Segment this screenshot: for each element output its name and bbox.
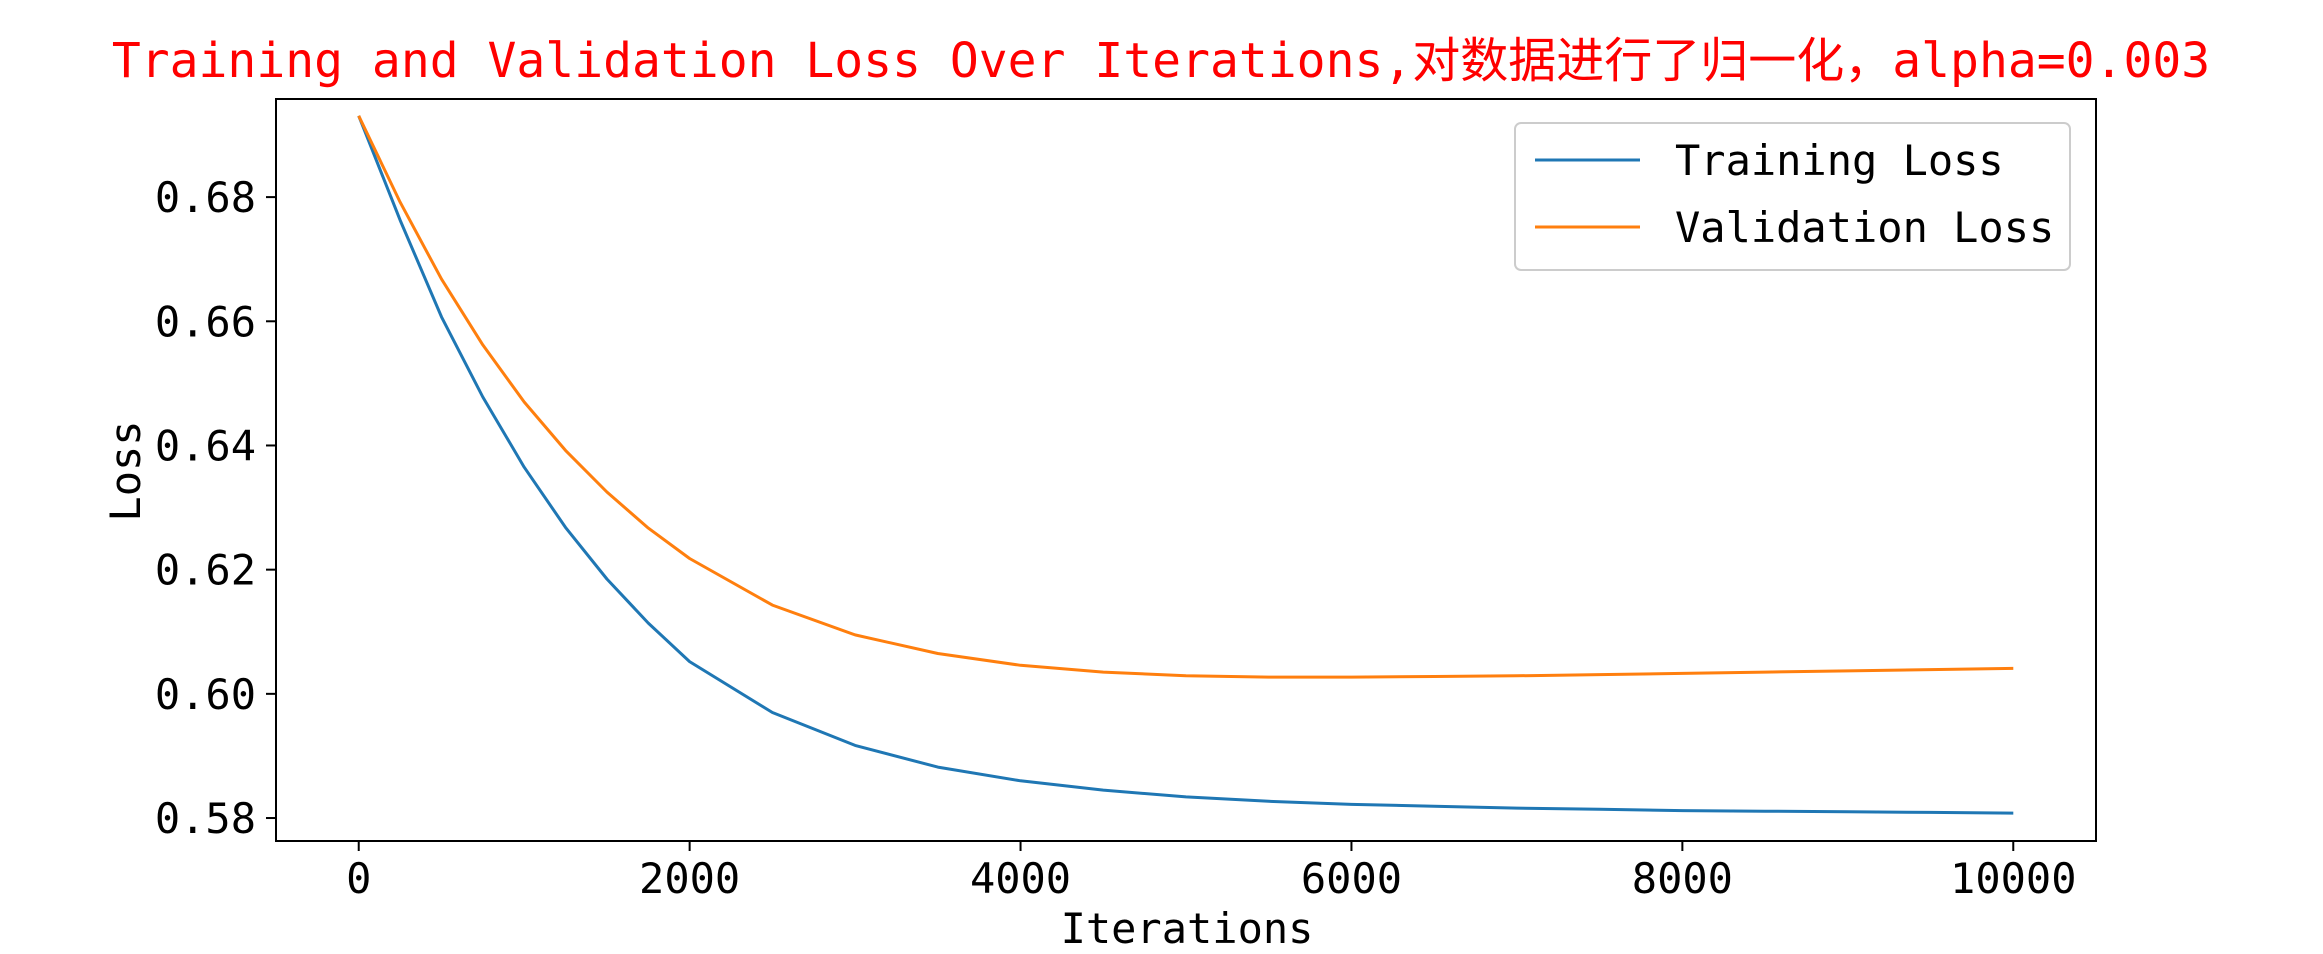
y-tick-label: 0.62: [155, 546, 256, 595]
y-axis: 0.58 0.60 0.62 0.64 0.66 0.68: [155, 173, 276, 843]
x-tick-label: 10000: [1950, 854, 2076, 903]
x-axis: 0 2000 4000 6000 8000 10000: [346, 841, 2076, 903]
x-axis-label: Iterations: [1061, 904, 1314, 949]
y-tick-label: 0.58: [155, 794, 256, 843]
plot-area: [275, 98, 2097, 842]
y-tick-label: 0.66: [155, 297, 256, 346]
y-tick-label: 0.60: [155, 670, 256, 719]
legend-box: [1514, 122, 2071, 271]
validation-loss-line: [357, 115, 2014, 679]
legend: Training Loss Validation Loss: [1514, 122, 2071, 271]
y-axis-label: Loss: [101, 420, 150, 521]
x-tick-label: 4000: [970, 854, 1071, 903]
legend-label-validation: Validation Loss: [1675, 203, 2054, 252]
x-tick-label: 6000: [1301, 854, 1402, 903]
training-loss-line: [357, 115, 2014, 815]
y-tick-label: 0.64: [155, 421, 256, 470]
x-tick-label: 8000: [1632, 854, 1733, 903]
x-tick-label: 2000: [639, 854, 740, 903]
x-tick-label: 0: [346, 854, 371, 903]
series-lines: [357, 115, 2014, 815]
y-tick-label: 0.68: [155, 173, 256, 222]
chart-title: Training and Validation Loss Over Iterat…: [112, 33, 2210, 89]
legend-label-training: Training Loss: [1675, 136, 2004, 185]
